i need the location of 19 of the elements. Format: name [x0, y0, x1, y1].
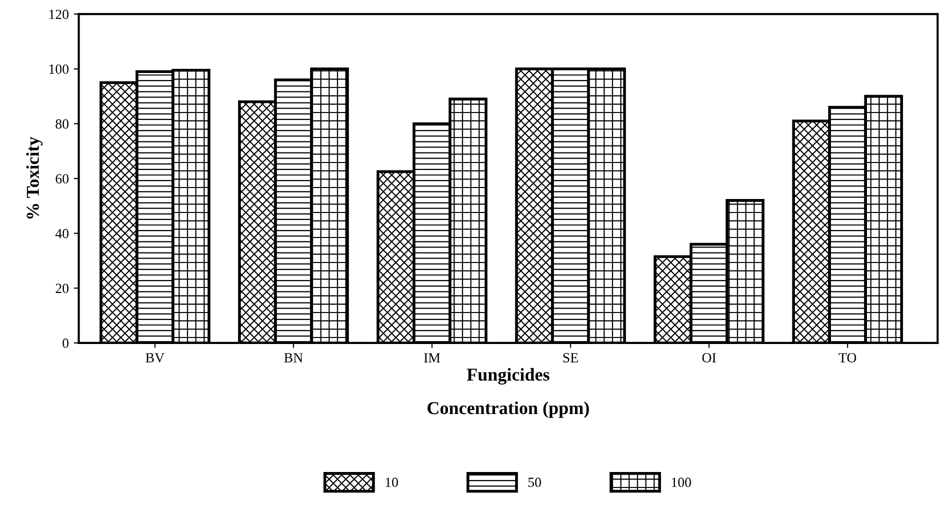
y-tick-label: 40 — [55, 228, 69, 238]
y-tick-label: 120 — [49, 10, 69, 20]
x-tick-label: IM — [424, 353, 440, 362]
x-tick-label: BV — [146, 353, 164, 363]
x-axis-title: Fungicides — [466, 368, 550, 385]
y-tick-label: 60 — [56, 174, 69, 184]
x-tick-label: BN — [284, 353, 303, 362]
legend-label: 50 — [528, 478, 541, 488]
y-tick-label: 100 — [49, 64, 69, 74]
legend-label: 10 — [386, 478, 398, 488]
y-tick-label: 80 — [56, 119, 69, 129]
x-tick-label: TO — [838, 353, 856, 362]
x-tick-label: SE — [563, 353, 578, 362]
legend-label: 100 — [672, 478, 691, 488]
y-axis-title: % Toxicity — [26, 136, 43, 219]
legend-title: Concentration (ppm) — [428, 401, 589, 418]
y-tick-label: 0 — [62, 338, 69, 348]
y-tick-label: 20 — [56, 284, 69, 294]
x-tick-label: OI — [702, 353, 716, 362]
